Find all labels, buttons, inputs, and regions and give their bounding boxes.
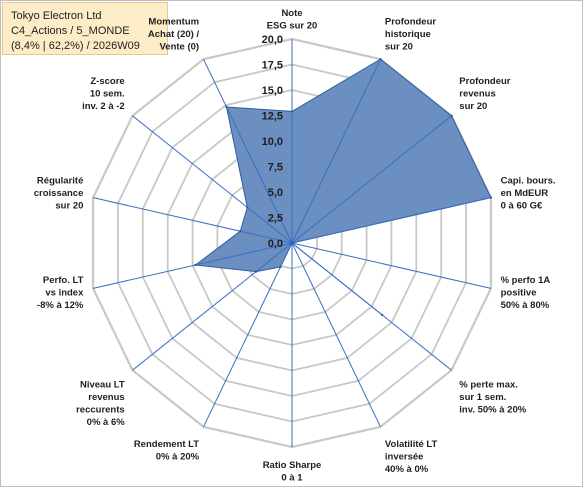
axis-label-line: 0% à 20% — [156, 451, 200, 462]
axis-label-line: Vente (0) — [159, 42, 199, 53]
data-point — [279, 265, 282, 269]
axis-label-line: % perfo 1A — [501, 275, 551, 286]
axis-spoke — [291, 242, 452, 371]
axis-label-line: Régularité — [37, 176, 83, 187]
axis-label-line: inv. 2 à -2 — [82, 101, 125, 112]
data-point — [450, 114, 453, 118]
tick-label: 5,0 — [268, 187, 283, 199]
data-point — [254, 270, 258, 273]
data-point — [225, 105, 228, 109]
data-point — [194, 263, 197, 267]
axis-label-line: inversée — [385, 451, 424, 462]
axis-spoke — [92, 197, 293, 244]
axis-label: Régularité croissance sur 20 — [34, 176, 84, 212]
axis-label: % perte max. sur 1 sem. inv. 50% à 20% — [459, 379, 526, 415]
axis-label-line: 0 à 1 — [281, 473, 303, 484]
axis-label: Niveau LT revenus reccurents 0% à 6% — [76, 379, 125, 428]
data-point — [290, 241, 294, 245]
axis-label-line: Perfo. LT — [43, 275, 84, 286]
axis-label-line: % perte max. — [459, 379, 518, 390]
axis-label-line: reccurents — [76, 404, 125, 415]
axis-label-line: sur 1 sem. — [459, 392, 506, 403]
axis-label: % perfo 1A positive 50% à 80% — [501, 275, 551, 311]
axis-spoke — [291, 58, 381, 244]
axis-label-line: Note — [281, 8, 302, 19]
axis-label-line: Z-score — [90, 76, 124, 87]
axis-label-line: sur 20 — [385, 42, 413, 53]
axis-spoke — [291, 242, 381, 428]
axis-label: Perfo. LT vs index -8% à 12% — [37, 275, 84, 311]
axis-label-line: Niveau LT — [80, 379, 125, 390]
axis-label: Rendement LT 0% à 20% — [134, 439, 200, 463]
tick-label: 12,5 — [262, 111, 283, 123]
axis-label-line: -8% à 12% — [37, 300, 84, 311]
axis-label-line: historique — [385, 29, 431, 40]
axis-spoke — [291, 242, 492, 289]
axis-label-line: Profondeur — [459, 76, 510, 87]
axis-label-line: Momentum — [148, 17, 199, 28]
title-portfolio: C4_Actions / 5_MONDE — [11, 25, 130, 37]
tick-label: 0,0 — [268, 238, 283, 250]
tick-label: 7,5 — [268, 162, 283, 174]
axis-label-line: Achat (20) / — [148, 29, 200, 40]
axis-label-line: inv. 50% à 20% — [459, 404, 526, 415]
data-point — [489, 196, 493, 199]
axis-label-line: vs index — [45, 287, 84, 298]
axis-spoke — [291, 197, 492, 244]
axis-label-line: en MdEUR — [501, 188, 549, 199]
axis-label: Profondeur historique sur 20 — [385, 17, 436, 53]
axis-label: Capi. bours. en MdEUR 0 à 60 G€ — [501, 176, 556, 212]
data-area — [194, 58, 492, 316]
data-point — [379, 58, 382, 61]
data-point — [290, 110, 294, 113]
title-company: Tokyo Electron Ltd — [11, 10, 102, 22]
axis-label-line: Ratio Sharpe — [263, 460, 322, 471]
axis-label-line: revenus — [88, 392, 124, 403]
axis-label: Note ESG sur 20 — [267, 8, 318, 32]
axis-label-line: croissance — [34, 188, 84, 199]
data-point — [246, 206, 249, 209]
axis-label: Volatilité LT inversée 40% à 0% — [385, 439, 438, 475]
axis-label-line: 50% à 80% — [501, 300, 550, 311]
axis-label-line: Rendement LT — [134, 439, 199, 450]
axis-spoke — [92, 242, 293, 289]
axis-label: Z-score 10 sem. inv. 2 à -2 — [82, 76, 125, 112]
data-point — [239, 230, 242, 233]
axis-label-line: sur 20 — [459, 101, 487, 112]
chart-title-box: Tokyo Electron Ltd C4_Actions / 5_MONDE … — [2, 2, 168, 55]
axis-spoke — [132, 242, 293, 371]
axis-label-line: revenus — [459, 89, 495, 100]
axis-label-line: Profondeur — [385, 17, 436, 28]
tick-label: 17,5 — [262, 60, 283, 72]
tick-label: 2,5 — [268, 213, 283, 225]
axis-label: Momentum Achat (20) / Vente (0) — [148, 17, 200, 53]
tick-label: 15,0 — [262, 85, 283, 97]
tick-label: 10,0 — [262, 136, 283, 148]
axis-label-line: sur 20 — [55, 201, 83, 212]
data-point — [380, 313, 384, 317]
axis-label-line: 10 sem. — [90, 89, 125, 100]
axis-spoke — [132, 115, 293, 244]
axis-spoke — [203, 242, 293, 428]
axis-label-line: 0% à 6% — [87, 417, 126, 428]
axis-label: Ratio Sharpe 0 à 1 — [263, 460, 322, 484]
axis-label-line: ESG sur 20 — [267, 21, 318, 32]
title-stats: (8,4% | 62,2%) / 2026W09 — [11, 40, 140, 52]
tick-label: 20,0 — [262, 34, 283, 46]
axis-label-line: Capi. bours. — [501, 176, 556, 187]
axis-label-line: positive — [501, 287, 537, 298]
axis-spoke — [291, 115, 452, 244]
axis-label: Profondeur revenus sur 20 — [459, 76, 510, 112]
axis-label-line: 0 à 60 G€ — [501, 201, 543, 212]
axis-label-line: 40% à 0% — [385, 464, 429, 475]
axis-label-line: Volatilité LT — [385, 439, 438, 450]
axis-spoke — [203, 58, 293, 244]
